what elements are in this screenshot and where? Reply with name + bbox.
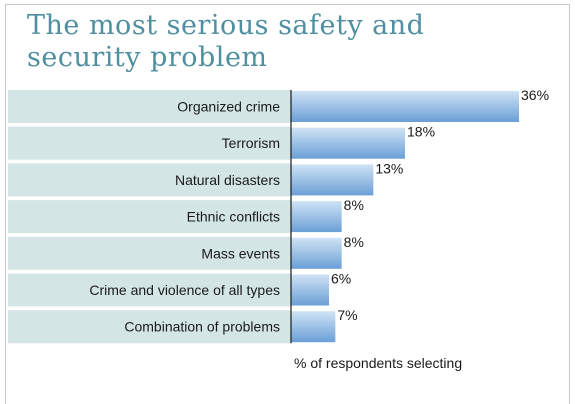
category-band bbox=[8, 273, 291, 307]
category-band bbox=[8, 126, 291, 160]
bar bbox=[291, 311, 336, 343]
category-label: Ethnic conflicts bbox=[187, 209, 280, 225]
category-band bbox=[8, 163, 291, 197]
value-label: 36% bbox=[521, 87, 549, 103]
category-label: Natural disasters bbox=[175, 172, 280, 188]
value-label: 18% bbox=[407, 124, 435, 140]
bar bbox=[291, 91, 519, 122]
category-band bbox=[8, 90, 291, 123]
category-band bbox=[8, 310, 291, 344]
value-label: 8% bbox=[344, 234, 364, 250]
bar bbox=[291, 237, 342, 269]
x-axis-label: % of respondents selecting bbox=[294, 355, 463, 371]
bar bbox=[291, 164, 374, 196]
value-label: 6% bbox=[331, 271, 351, 287]
category-label: Crime and violence of all types bbox=[89, 282, 280, 298]
value-label: 13% bbox=[375, 160, 403, 176]
bar bbox=[291, 274, 329, 306]
category-label: Mass events bbox=[201, 245, 280, 261]
value-label: 7% bbox=[337, 307, 357, 323]
category-label: Terrorism bbox=[222, 135, 280, 151]
category-label: Organized crime bbox=[177, 99, 280, 115]
category-label: Combination of problems bbox=[124, 319, 280, 335]
chart-title: The most serious safety and security pro… bbox=[27, 10, 425, 73]
bar bbox=[291, 127, 405, 159]
bar bbox=[291, 201, 342, 233]
value-label: 8% bbox=[344, 197, 364, 213]
category-band bbox=[8, 200, 291, 234]
category-band bbox=[8, 236, 291, 270]
